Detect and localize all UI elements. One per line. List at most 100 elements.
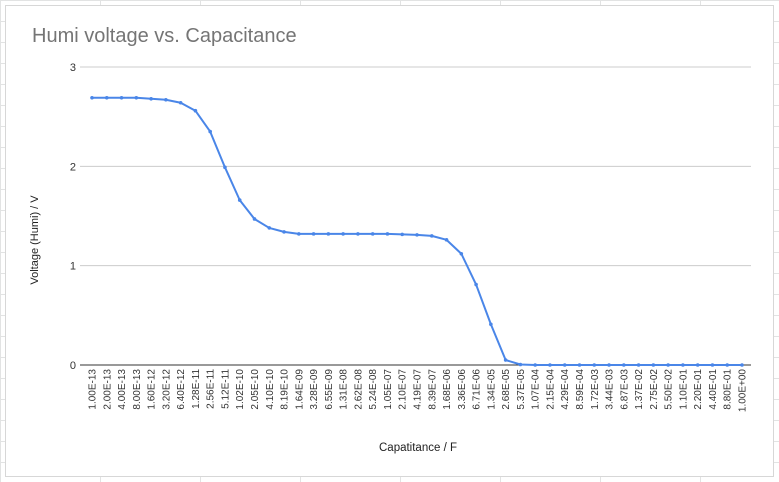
x-tick-label: 1.00E+00 — [738, 369, 749, 413]
x-tick-label: 8.59E-04 — [575, 369, 586, 410]
y-tick-label: 1 — [70, 261, 76, 273]
x-tick-label: 8.00E-13 — [132, 369, 143, 410]
x-tick-label: 1.37E-02 — [634, 369, 645, 410]
data-point — [444, 238, 449, 242]
x-tick-label: 3.36E-06 — [457, 369, 468, 410]
data-point — [223, 165, 227, 170]
x-tick-label: 1.64E-09 — [294, 369, 305, 410]
chart-title: Humi voltage vs. Capacitance — [32, 25, 297, 47]
x-tick-label: 4.00E-13 — [117, 369, 128, 410]
data-point — [164, 97, 168, 102]
data-point — [740, 363, 744, 367]
x-tick-label: 2.56E-11 — [206, 369, 217, 409]
x-tick-label: 8.39E-07 — [427, 369, 438, 410]
data-point — [533, 363, 537, 367]
data-point — [370, 232, 375, 236]
x-tick-label: 1.68E-06 — [442, 369, 453, 410]
data-point — [193, 108, 198, 113]
x-tick-label: 5.24E-08 — [368, 369, 379, 410]
x-tick-label: 4.10E-10 — [265, 369, 276, 410]
y-tick-label: 3 — [70, 62, 76, 74]
x-tick-label: 1.07E-04 — [531, 369, 542, 410]
gridlines — [80, 66, 751, 366]
data-point — [267, 226, 272, 230]
data-point — [341, 232, 345, 236]
x-tick-label: 2.75E-02 — [649, 369, 660, 410]
x-tick-label: 8.80E-01 — [723, 369, 734, 410]
data-point — [282, 230, 286, 234]
data-point — [607, 363, 611, 367]
data-point — [636, 363, 641, 367]
data-point — [622, 363, 626, 367]
x-tick-label: 2.62E-08 — [353, 369, 364, 410]
x-tick-label: 6.40E-12 — [176, 369, 187, 410]
data-point — [474, 282, 478, 287]
data-point — [415, 233, 419, 237]
x-tick-label: 2.15E-04 — [545, 369, 556, 410]
y-axis-ticks: 0 1 2 3 — [70, 62, 76, 372]
data-point — [178, 100, 183, 105]
x-tick-label: 2.00E-13 — [102, 369, 113, 410]
data-point — [208, 129, 212, 134]
data-point — [577, 363, 582, 367]
data-point — [459, 251, 464, 256]
x-axis-ticks: 1.00E-13 2.00E-13 4.00E-13 8.00E-13 1.60E-12… — [88, 369, 749, 413]
x-tick-label: 1.10E-01 — [678, 369, 689, 410]
data-point — [104, 95, 109, 100]
x-tick-label: 1.31E-08 — [339, 369, 350, 410]
data-point — [326, 232, 331, 236]
data-point — [252, 217, 257, 221]
x-tick-label: 6.87E-03 — [619, 369, 630, 410]
x-tick-label: 6.55E-09 — [324, 369, 335, 410]
y-tick-label: 2 — [70, 161, 76, 173]
x-tick-label: 1.34E-05 — [486, 369, 497, 410]
y-tick-label: 0 — [70, 360, 76, 372]
data-point — [651, 363, 656, 367]
x-tick-label: 1.02E-10 — [235, 369, 246, 410]
x-tick-label: 2.68E-05 — [501, 369, 512, 410]
data-point — [356, 232, 360, 236]
chart-container[interactable]: Humi voltage vs. Capacitance — [5, 5, 774, 477]
x-axis-label: Capatitance / F — [379, 442, 457, 454]
x-tick-label: 5.12E-11 — [220, 369, 231, 409]
data-point — [592, 363, 597, 367]
x-tick-label: 3.44E-03 — [605, 369, 616, 410]
data-point — [725, 363, 730, 367]
x-tick-label: 4.19E-07 — [413, 369, 424, 410]
x-tick-label: 8.19E-10 — [280, 369, 291, 410]
data-point — [297, 232, 301, 236]
x-tick-label: 1.72E-03 — [590, 369, 601, 410]
data-point — [119, 95, 124, 100]
data-point — [710, 363, 715, 367]
x-tick-label: 2.10E-07 — [398, 369, 409, 410]
x-tick-label: 3.20E-12 — [161, 369, 172, 410]
x-tick-label: 4.40E-01 — [708, 369, 719, 410]
data-point — [385, 232, 390, 236]
data-point — [311, 232, 316, 236]
data-point — [503, 358, 508, 362]
x-tick-label: 5.50E-02 — [664, 369, 675, 410]
x-tick-label: 1.05E-07 — [383, 369, 394, 410]
data-point — [548, 363, 552, 367]
x-tick-label: 2.05E-10 — [250, 369, 261, 410]
data-point — [149, 96, 153, 101]
x-tick-label: 2.20E-01 — [693, 369, 704, 410]
data-point — [666, 363, 670, 367]
data-point — [90, 95, 94, 100]
data-point — [518, 362, 523, 367]
data-point — [429, 234, 434, 238]
y-axis-label: Voltage (Humi) / V — [29, 195, 41, 285]
x-tick-label: 1.00E-13 — [88, 369, 99, 410]
data-point — [681, 363, 685, 367]
data-point — [400, 232, 405, 237]
series-line — [92, 96, 742, 366]
x-tick-label: 4.29E-04 — [560, 369, 571, 410]
data-point — [237, 198, 242, 202]
data-point — [489, 322, 493, 327]
x-tick-label: 1.60E-12 — [147, 369, 158, 410]
x-tick-label: 3.28E-09 — [309, 369, 320, 410]
x-tick-label: 5.37E-05 — [516, 369, 527, 410]
data-point — [562, 363, 567, 367]
data-point — [134, 95, 139, 100]
